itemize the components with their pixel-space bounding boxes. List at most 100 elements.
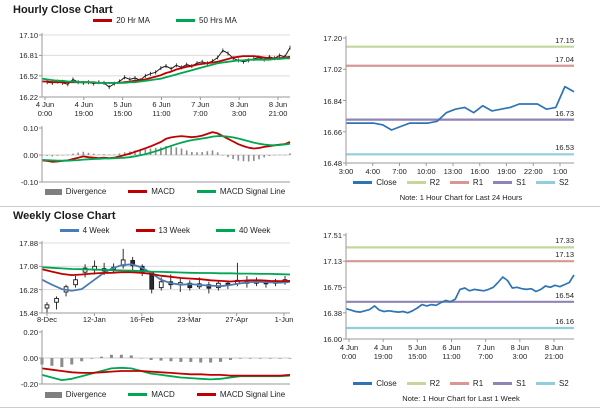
x-tick-label: 6 Jun 11:00 [442, 343, 461, 361]
y-tick-label: 15.48 [19, 309, 38, 318]
page-bottom-divider [0, 407, 600, 408]
legend-label: 20 Hr MA [116, 16, 150, 25]
hourly-macd-plot [39, 126, 291, 183]
legend-line-swatch-icon [353, 181, 373, 184]
legend-bar-swatch-icon [44, 188, 62, 195]
x-tick-label: 5 Jun 15:00 [407, 343, 427, 361]
legend-item: R1 [449, 178, 484, 187]
y-tick-label: 17.88 [19, 239, 38, 248]
hourly-support-resistance-chart: 17.15 17.04 16.73 16.53 17.20 17.02 16.84 16.66… [316, 26, 594, 204]
x-tick-label: 6 Jun 11:00 [152, 100, 171, 118]
x-tick-label: 7:00 [392, 167, 407, 176]
x-tick-label: 1:00 [552, 167, 568, 176]
legend-line-swatch-icon [493, 382, 513, 385]
legend-line-swatch-icon [449, 181, 469, 184]
weekly-sr-legend: Close R2 R1 S1 S2 [346, 379, 576, 388]
legend-label: S1 [516, 178, 526, 187]
weekly-section-title: Weekly Close Chart [13, 210, 116, 222]
y-tick-label: 16.22 [19, 93, 38, 102]
hourly-macd-legend: Divergence MACD MACD Signal Line [40, 187, 290, 196]
hourly-close-plot [39, 33, 291, 100]
x-tick-label: 22:00 [523, 167, 543, 176]
level-label-r2: 17.15 [555, 35, 574, 45]
legend-line-swatch-icon [59, 229, 79, 232]
hourly-sr-note: Note: 1 Hour Chart for Last 24 Hours [399, 193, 523, 202]
legend-label: Close [376, 379, 397, 388]
legend-item: Divergence [44, 390, 107, 399]
legend-item: R2 [406, 379, 440, 388]
legend-line-swatch-icon [535, 181, 555, 184]
legend-line-swatch-icon [135, 229, 155, 232]
x-tick-label: 8 Jun 21:00 [268, 100, 288, 118]
x-tick-label: 4:00 [365, 167, 381, 176]
legend-label: 4 Week [82, 226, 110, 235]
legend-item: S2 [535, 178, 569, 187]
y-tick-label: 17.10 [19, 31, 38, 40]
level-label-s1: 16.73 [555, 108, 574, 118]
legend-line-swatch-icon [406, 181, 426, 184]
x-tick-label: 8-Dec [36, 315, 57, 324]
legend-item: 40 Week [215, 226, 271, 235]
weekly-close-chart: 17.88 17.08 16.28 15.48 8-Dec 12-Jan 16-Feb 23-… [12, 238, 298, 324]
legend-line-swatch-icon [215, 229, 235, 232]
hourly-section-title: Hourly Close Chart [13, 4, 113, 16]
y-tick-label: 16.48 [323, 159, 342, 168]
x-tick-label: 16:00 [470, 167, 490, 176]
weekly-support-resistance-chart: 17.33 17.13 16.54 16.16 17.51 17.13 16.75 16.38… [316, 228, 594, 410]
legend-item: MACD [128, 187, 175, 196]
legend-label: R2 [429, 178, 440, 187]
legend-label: MACD Signal Line [219, 187, 286, 196]
legend-item: 20 Hr MA [93, 16, 150, 25]
legend-line-swatch-icon [196, 393, 216, 396]
legend-line-swatch-icon [353, 382, 373, 385]
legend-line-swatch-icon [128, 190, 148, 193]
legend-item: 4 Week [59, 226, 110, 235]
legend-item: Divergence [44, 187, 107, 196]
legend-label: Divergence [65, 390, 107, 399]
legend-label: Divergence [65, 187, 107, 196]
y-tick-label: 16.52 [19, 71, 38, 81]
legend-label: MACD [151, 187, 175, 196]
y-tick-label: 16.66 [323, 127, 342, 137]
legend-line-swatch-icon [493, 181, 513, 184]
weekly-macd-chart: 0.20 0.00 -0.20 [12, 326, 298, 392]
x-tick-label: 4 Jun 19:00 [74, 100, 94, 118]
legend-item: Close [353, 178, 397, 187]
legend-line-swatch-icon [449, 382, 469, 385]
x-tick-label: 10:00 [416, 167, 436, 176]
weekly-macd-legend: Divergence MACD MACD Signal Line [40, 390, 290, 399]
y-tick-label: 16.28 [19, 285, 38, 295]
legend-label: R2 [429, 379, 440, 388]
y-tick-label: 16.81 [19, 51, 38, 61]
y-tick-label: 16.38 [323, 308, 342, 318]
legend-line-swatch-icon [93, 19, 113, 22]
legend-item: R1 [449, 379, 483, 388]
legend-label: S2 [558, 178, 569, 187]
legend-item: S1 [493, 379, 526, 388]
level-label-r1: 17.13 [555, 250, 574, 260]
y-tick-label: 17.51 [323, 231, 342, 240]
x-tick-label: 8 Jun 21:00 [544, 343, 564, 361]
weekly-close-legend: 4 Week 13 Week 40 Week [40, 226, 290, 235]
legend-item: MACD [128, 390, 175, 399]
x-tick-label: 4 Jun 19:00 [373, 343, 393, 361]
legend-label: Close [376, 178, 397, 187]
y-tick-label: -0.20 [20, 380, 38, 389]
hourly-close-legend: 20 Hr MA 50 Hrs MA [40, 16, 290, 25]
x-tick-label: 3:00 [338, 167, 354, 176]
legend-line-swatch-icon [128, 393, 148, 396]
y-tick-label: -0.10 [20, 178, 38, 187]
legend-label: R1 [472, 178, 484, 187]
y-tick-label: 0.00 [23, 354, 38, 363]
legend-label: 40 Week [238, 226, 271, 235]
legend-label: MACD [151, 390, 175, 399]
hourly-sr-legend: Close R2 R1 S1 S2 [346, 178, 576, 187]
legend-line-swatch-icon [196, 190, 216, 193]
y-tick-label: 16.00 [323, 335, 342, 344]
section-divider [0, 206, 600, 207]
legend-item: S1 [493, 178, 526, 187]
legend-item: R2 [406, 178, 440, 187]
level-label-s2: 16.53 [555, 143, 574, 153]
legend-bar-swatch-icon [44, 391, 62, 398]
